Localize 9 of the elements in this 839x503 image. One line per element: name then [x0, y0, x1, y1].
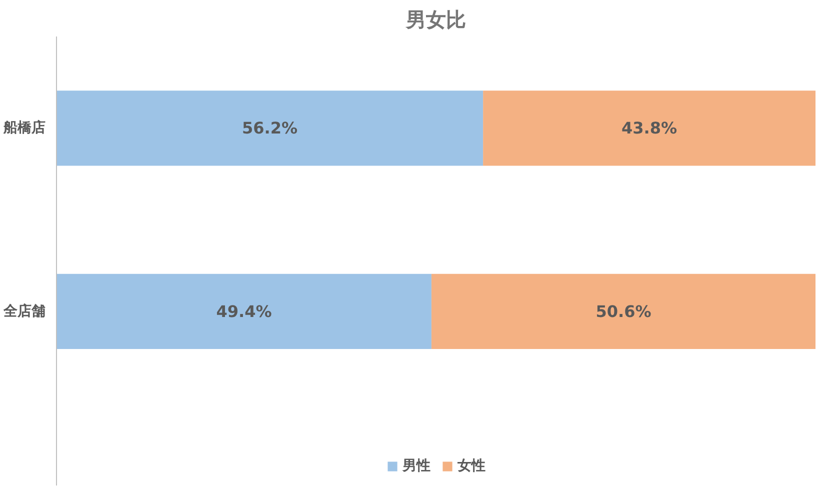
- data-label: 50.6%: [596, 302, 652, 321]
- legend-label: 女性: [458, 457, 486, 475]
- legend-label: 男性: [402, 457, 430, 475]
- y-tick-label: 船橋店: [2, 119, 46, 136]
- chart-title: 男女比: [405, 8, 466, 32]
- data-label: 49.4%: [216, 302, 272, 321]
- data-label: 43.8%: [622, 118, 678, 138]
- data-label: 56.2%: [242, 118, 298, 138]
- y-tick-label: 全店舗: [2, 302, 46, 320]
